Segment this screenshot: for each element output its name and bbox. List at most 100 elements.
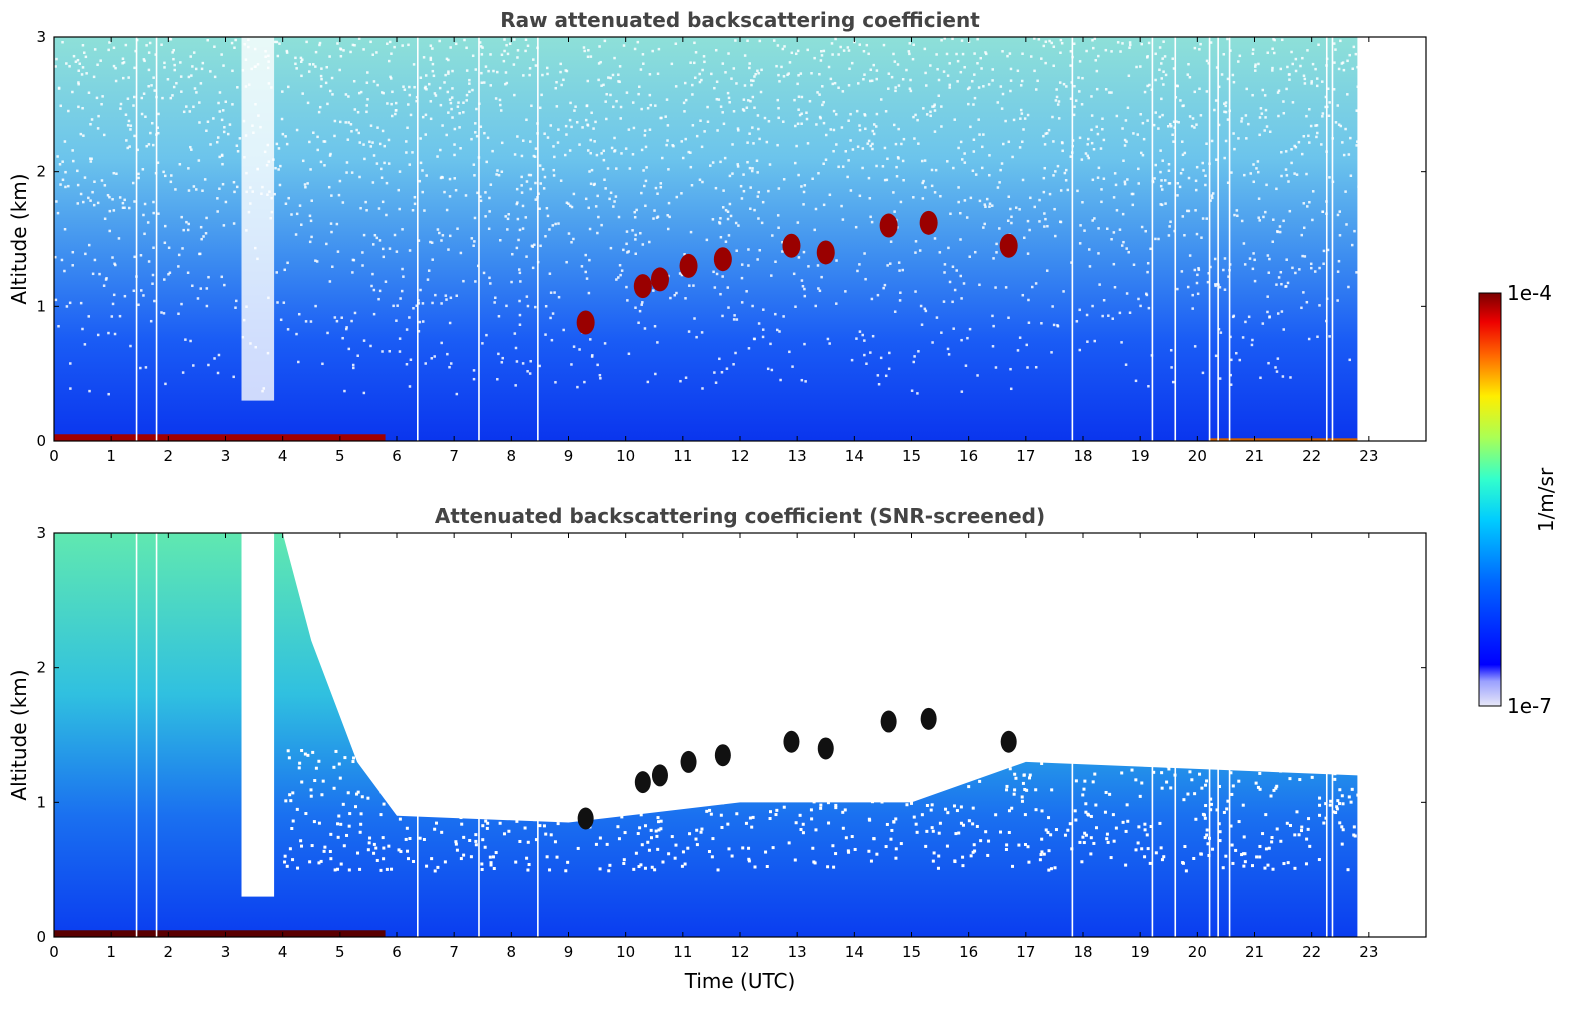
bot-xtick-label-7: 7 [449, 943, 459, 961]
bot-gap-line-11 [1325, 533, 1328, 937]
bot-gap-line-4 [537, 533, 539, 937]
raw-cloud-7 [879, 213, 898, 238]
bot-gap-line-1 [155, 533, 158, 937]
raw-cloud-4 [713, 247, 732, 272]
panel-raw: Raw attenuated backscattering coefficien… [7, 8, 1427, 465]
raw-heatmap [54, 37, 1360, 441]
bot-xtick-label-6: 6 [392, 943, 402, 961]
bot-xtick-label-17: 17 [1016, 943, 1035, 961]
top-gap-line-7 [1174, 37, 1177, 441]
bot-xtick-label-19: 19 [1131, 943, 1150, 961]
screened-y-axis: 0 1 2 3 [36, 524, 1426, 946]
raw-cloud-0 [576, 310, 595, 335]
top-gap-line-6 [1151, 37, 1154, 441]
bot-xtick-label-2: 2 [164, 943, 174, 961]
bot-xtick-label-16: 16 [959, 943, 978, 961]
bot-xtick-label-11: 11 [673, 943, 692, 961]
bot-gap-line-7 [1174, 533, 1177, 937]
screened-cloud-8 [920, 707, 937, 730]
top-xtick-label-1: 1 [106, 447, 116, 465]
panel-raw-title: Raw attenuated backscattering coefficien… [500, 8, 980, 32]
top-gap-line-2 [417, 37, 419, 441]
bot-xtick-label-21: 21 [1245, 943, 1264, 961]
bot-xtick-label-4: 4 [278, 943, 288, 961]
screened-cloud-6 [817, 737, 834, 760]
screened-edge-speckle [283, 748, 1360, 873]
screened-cloud-4 [714, 744, 731, 767]
screened-cloud-0 [577, 807, 594, 830]
raw-cloud-5 [782, 233, 801, 258]
top-gap-line-0 [135, 37, 138, 441]
top-xtick-label-13: 13 [788, 447, 807, 465]
screened-cloud-1 [634, 771, 651, 794]
top-xtick-label-18: 18 [1073, 447, 1092, 465]
screened-cloud-2 [651, 764, 668, 787]
top-ytick-label-1: 1 [36, 297, 46, 315]
panel-screened: Attenuated backscattering coefficient (S… [7, 504, 1427, 993]
bot-gap-line-2 [417, 533, 419, 937]
bot-xtick-label-0: 0 [49, 943, 59, 961]
raw-cloud-3 [679, 253, 698, 278]
panel-screened-title: Attenuated backscattering coefficient (S… [435, 504, 1045, 528]
bot-gap-line-6 [1151, 533, 1154, 937]
bot-gap-line-12 [1331, 533, 1334, 937]
top-xtick-label-2: 2 [164, 447, 174, 465]
top-gap-line-4 [537, 37, 539, 441]
colorbar-unit-label: 1/m/sr [1534, 467, 1558, 532]
bot-gap-line-0 [135, 533, 138, 937]
top-xtick-label-12: 12 [730, 447, 749, 465]
bot-xtick-label-10: 10 [616, 943, 635, 961]
bot-xtick-label-9: 9 [564, 943, 574, 961]
bot-xtick-label-1: 1 [106, 943, 116, 961]
top-gap-line-5 [1071, 37, 1074, 441]
screened-heatmap [54, 533, 1360, 937]
top-xtick-label-9: 9 [564, 447, 574, 465]
top-ytick-label-0: 0 [36, 432, 46, 450]
screened-x-axis: 0 1 2 3 4 5 6 7 8 9 10 11 12 13 14 15 16 17 18 19 20 21 22 23 [49, 533, 1378, 961]
bot-xtick-label-3: 3 [221, 943, 231, 961]
top-gap-line-11 [1325, 37, 1328, 441]
raw-cloud-2 [650, 267, 669, 292]
raw-cloud-8 [919, 210, 938, 235]
top-xtick-label-3: 3 [221, 447, 231, 465]
screened-y-axis-label: Altitude (km) [7, 669, 31, 800]
raw-surface-layer-late [1208, 438, 1358, 441]
raw-cloud-6 [816, 240, 835, 265]
top-ytick-label-3: 3 [36, 28, 46, 46]
bot-gap-line-5 [1071, 533, 1074, 937]
top-xtick-label-22: 22 [1302, 447, 1321, 465]
bot-xtick-label-23: 23 [1359, 943, 1378, 961]
colorbar-gradient [1478, 292, 1502, 707]
top-xtick-label-10: 10 [616, 447, 635, 465]
top-xtick-label-17: 17 [1016, 447, 1035, 465]
top-gap-line-1 [155, 37, 158, 441]
top-xtick-label-4: 4 [278, 447, 288, 465]
bot-gap-line-8 [1208, 533, 1211, 937]
bot-xtick-label-5: 5 [335, 943, 345, 961]
top-gap-line-9 [1217, 37, 1219, 441]
top-xtick-label-8: 8 [507, 447, 517, 465]
top-gap-line-12 [1331, 37, 1334, 441]
bot-ytick-label-2: 2 [36, 659, 46, 677]
top-xtick-label-7: 7 [449, 447, 459, 465]
top-xtick-label-5: 5 [335, 447, 345, 465]
screened-cloud-5 [783, 730, 800, 753]
bot-xtick-label-8: 8 [507, 943, 517, 961]
raw-x-axis: 0 1 2 3 4 5 6 7 8 9 10 11 12 13 14 15 16 17 18 19 20 21 22 23 [49, 37, 1378, 465]
top-gap-line-3 [478, 37, 480, 441]
raw-cloud-1 [633, 274, 652, 299]
top-xtick-label-23: 23 [1359, 447, 1378, 465]
top-xtick-label-20: 20 [1188, 447, 1207, 465]
screened-gap-column [241, 533, 275, 897]
bot-ytick-label-0: 0 [36, 928, 46, 946]
raw-y-axis: 0 1 2 3 [36, 28, 1426, 450]
bot-gap-line-3 [478, 533, 480, 937]
bot-xtick-label-18: 18 [1073, 943, 1092, 961]
screened-signal-region [54, 533, 1358, 937]
top-xtick-label-15: 15 [902, 447, 921, 465]
raw-gap-column [241, 37, 275, 401]
bot-xtick-label-15: 15 [902, 943, 921, 961]
colorbar-min-label: 1e-7 [1507, 694, 1552, 718]
screened-surface-layer [54, 930, 386, 937]
top-gap-line-8 [1208, 37, 1211, 441]
